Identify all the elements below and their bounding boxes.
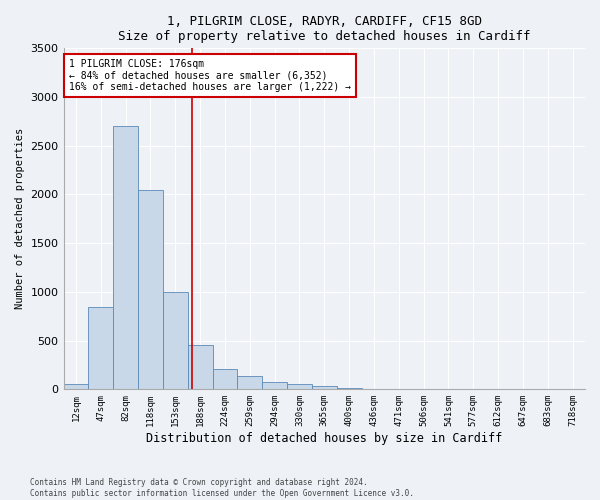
Bar — [337, 388, 362, 390]
Bar — [312, 386, 337, 390]
Text: 1 PILGRIM CLOSE: 176sqm
← 84% of detached houses are smaller (6,352)
16% of semi: 1 PILGRIM CLOSE: 176sqm ← 84% of detache… — [69, 58, 351, 92]
Text: Contains HM Land Registry data © Crown copyright and database right 2024.
Contai: Contains HM Land Registry data © Crown c… — [30, 478, 414, 498]
Bar — [64, 384, 88, 390]
Bar — [163, 292, 188, 390]
Bar — [88, 306, 113, 390]
Bar — [188, 346, 212, 390]
X-axis label: Distribution of detached houses by size in Cardiff: Distribution of detached houses by size … — [146, 432, 502, 445]
Bar — [212, 369, 238, 390]
Bar — [238, 376, 262, 390]
Bar — [287, 384, 312, 390]
Title: 1, PILGRIM CLOSE, RADYR, CARDIFF, CF15 8GD
Size of property relative to detached: 1, PILGRIM CLOSE, RADYR, CARDIFF, CF15 8… — [118, 15, 530, 43]
Bar — [362, 388, 386, 390]
Bar — [262, 382, 287, 390]
Bar — [138, 190, 163, 390]
Bar — [113, 126, 138, 390]
Y-axis label: Number of detached properties: Number of detached properties — [15, 128, 25, 310]
